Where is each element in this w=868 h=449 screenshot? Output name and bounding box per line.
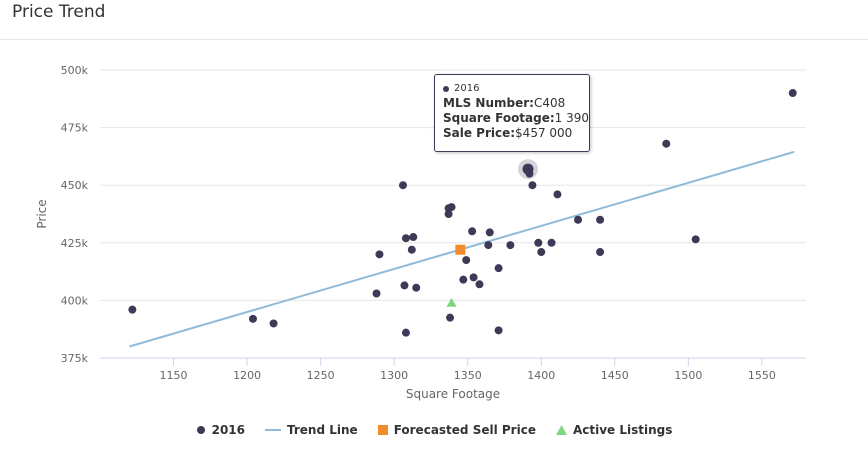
x-tick-label: 1450 — [601, 369, 629, 382]
legend-label: Active Listings — [572, 423, 673, 437]
y-tick-label: 475k — [61, 122, 89, 135]
tooltip-row-sqft: Square Footage:1 390 — [443, 111, 589, 126]
data-point — [534, 238, 543, 247]
data-point — [401, 234, 410, 243]
legend-item-trend-line[interactable]: Trend Line — [265, 423, 358, 437]
data-point — [468, 227, 477, 236]
tooltip-value: $457 000 — [515, 126, 573, 140]
legend-label: Trend Line — [287, 423, 358, 437]
point-tooltip: 2016 MLS Number:C408 Square Footage:1 39… — [434, 74, 590, 152]
x-tick-label: 1200 — [233, 369, 261, 382]
y-tick-label: 450k — [61, 179, 89, 192]
data-point — [401, 328, 410, 337]
data-point — [547, 238, 556, 247]
tooltip-series-dot — [443, 85, 449, 92]
data-point — [409, 233, 418, 242]
y-tick-label: 425k — [61, 237, 89, 250]
tooltip-label: Sale Price: — [443, 126, 516, 140]
legend-line-icon — [265, 429, 281, 431]
data-point — [446, 313, 455, 322]
data-point — [412, 283, 421, 292]
tooltip-row-price: Sale Price:$457 000 — [443, 126, 581, 141]
title-divider — [0, 39, 868, 40]
tooltip-label: MLS Number: — [443, 96, 534, 110]
page-title: Price Trend — [12, 2, 106, 22]
tooltip-value: C408 — [533, 96, 566, 110]
x-tick-label: 1350 — [454, 369, 482, 382]
data-point — [128, 305, 137, 314]
tooltip-row-mls: MLS Number:C408 — [443, 96, 581, 111]
data-point — [447, 203, 456, 212]
tooltip-header: 2016 — [443, 83, 581, 94]
data-point — [375, 250, 384, 259]
data-point — [469, 273, 478, 282]
data-point — [537, 248, 546, 257]
data-point — [484, 241, 493, 250]
tooltip-series-name: 2016 — [454, 83, 480, 94]
data-point — [462, 256, 471, 265]
data-point — [788, 89, 797, 98]
legend-item-2016[interactable]: 2016 — [196, 423, 245, 437]
data-point — [372, 289, 381, 298]
y-axis-label: Price — [35, 199, 49, 228]
legend-square-icon — [377, 425, 388, 435]
x-axis-label: Square Footage — [406, 387, 500, 401]
legend-triangle-icon — [555, 425, 567, 435]
data-point — [553, 190, 562, 199]
x-tick-label: 1400 — [527, 369, 555, 382]
x-axis-ticks: 1150 1200 1250 1300 1350 1400 1450 1500 1550 — [160, 358, 776, 382]
data-point — [528, 181, 537, 190]
data-point — [596, 248, 605, 257]
data-point — [398, 181, 407, 190]
data-point — [444, 210, 453, 218]
x-tick-label: 1150 — [160, 369, 188, 382]
legend-label: 2016 — [211, 423, 245, 437]
active-listing-point — [446, 297, 457, 307]
y-tick-label: 375k — [61, 352, 89, 365]
data-point — [662, 139, 671, 148]
scatter-chart: 375k 400k 425k 450k 475k 500k 1150 1200 1250 130… — [35, 64, 806, 401]
forecast-point — [455, 244, 466, 255]
data-point — [459, 275, 468, 284]
x-tick-label: 1250 — [307, 369, 335, 382]
data-point — [574, 215, 583, 224]
y-tick-label: 400k — [61, 294, 89, 307]
legend-item-active-listings[interactable]: Active Listings — [555, 423, 673, 437]
data-point — [269, 319, 278, 328]
data-point — [475, 280, 484, 289]
data-point — [691, 235, 700, 244]
y-tick-label: 500k — [61, 64, 89, 77]
legend-label: Forecasted Sell Price — [393, 423, 536, 437]
y-axis-ticks: 375k 400k 425k 450k 475k 500k — [61, 64, 89, 365]
data-point — [494, 326, 503, 335]
data-point — [485, 228, 494, 237]
x-tick-label: 1550 — [748, 369, 776, 382]
data-point — [248, 314, 257, 323]
data-point — [596, 215, 605, 224]
tooltip-value: 1 390 — [554, 111, 590, 125]
data-point-highlighted — [522, 163, 534, 175]
series-layer — [128, 89, 797, 348]
legend-item-forecast[interactable]: Forecasted Sell Price — [377, 423, 536, 437]
tooltip-label: Square Footage: — [443, 111, 555, 125]
legend-circle-icon — [196, 426, 205, 434]
data-point — [407, 245, 416, 254]
chart-legend: 2016 Trend Line Forecasted Sell Price Ac… — [0, 421, 868, 439]
data-point — [506, 241, 515, 250]
x-tick-label: 1500 — [674, 369, 702, 382]
data-point — [494, 264, 503, 273]
data-point — [400, 281, 409, 290]
x-tick-label: 1300 — [380, 369, 408, 382]
